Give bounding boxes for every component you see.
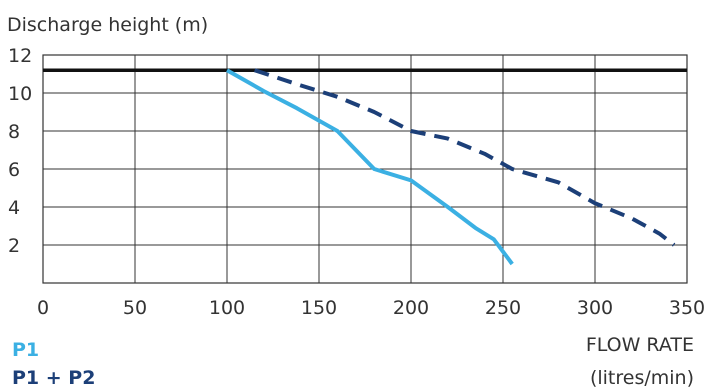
y-tick-label-10: 10 [8,83,32,105]
chart-grid [42,54,688,284]
y-tick-label-4: 4 [8,197,20,219]
x-tick-label-50: 50 [123,297,147,319]
y-tick-label-8: 8 [8,121,20,143]
y-tick-label-2: 2 [8,235,20,257]
y-tick-label-12: 12 [8,45,32,67]
x-tick-label-350: 350 [669,297,705,319]
legend-entry-p1-p2: P1 + P2 [12,367,95,388]
x-tick-labels: 0 50 100 150 200 250 300 350 [37,297,705,319]
x-axis-unit-label: (litres/min) [590,367,694,388]
series-group [226,68,676,266]
x-tick-label-250: 250 [485,297,521,319]
x-tick-label-100: 100 [209,297,245,319]
x-axis-label: FLOW RATE [586,334,694,356]
y-axis-label: Discharge height (m) [7,14,208,36]
series-line-p1 [226,68,514,266]
x-tick-label-200: 200 [393,297,429,319]
x-tick-label-300: 300 [577,297,613,319]
x-tick-label-150: 150 [301,297,337,319]
legend-entry-p1: P1 [12,339,39,361]
y-tick-labels: 2 4 6 8 10 12 [8,45,32,257]
x-tick-label-0: 0 [37,297,49,319]
y-tick-label-6: 6 [8,159,20,181]
series-line-p1-p2 [253,68,676,247]
